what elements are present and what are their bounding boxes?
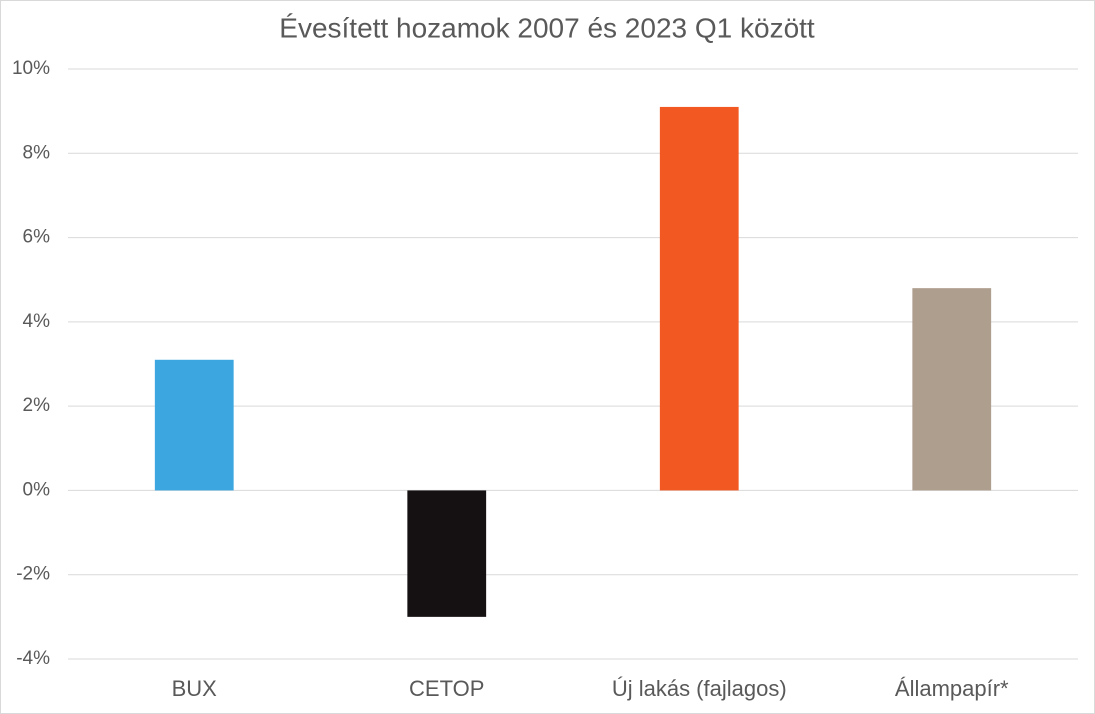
y-tick-label: 4% [23, 311, 51, 332]
bar [154, 359, 234, 491]
y-tick-label: 8% [23, 142, 51, 163]
chart-title: Évesített hozamok 2007 és 2023 Q1 között [279, 12, 815, 43]
bar [659, 106, 739, 491]
y-tick-label: -4% [16, 648, 50, 669]
y-tick-label: 6% [23, 227, 51, 248]
x-tick-label: CETOP [409, 676, 484, 701]
x-tick-label: BUX [172, 676, 218, 701]
y-tick-label: 0% [23, 479, 51, 500]
y-tick-label: 2% [23, 395, 51, 416]
x-tick-label: Új lakás (fajlagos) [612, 676, 787, 701]
bar [407, 490, 487, 617]
y-tick-label: 10% [12, 58, 50, 79]
y-tick-label: -2% [16, 564, 50, 585]
x-tick-label: Állampapír* [895, 676, 1009, 701]
bar [912, 288, 992, 491]
